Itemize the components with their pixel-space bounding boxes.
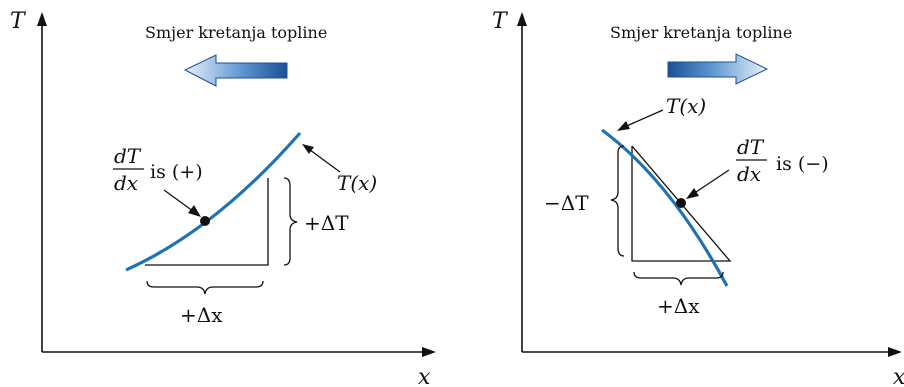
right-y-axis-arrowhead-icon: [517, 12, 527, 26]
right-slope-pointer-arrowhead-icon: [686, 188, 699, 199]
left-temperature-curve: [125, 131, 302, 272]
right-tangent-point: [676, 198, 686, 208]
left-slope-sign: is (+): [150, 161, 203, 183]
left-heading: Smjer kretanja topline: [145, 23, 327, 42]
right-curve-label: T(x): [666, 94, 706, 118]
left-slope-denominator: dx: [114, 171, 138, 195]
right-slope-numerator: dT: [737, 135, 765, 159]
left-y-axis-label: T: [10, 9, 27, 34]
left-x-axis-label: x: [418, 365, 431, 387]
right-temperature-curve: [601, 128, 729, 287]
right-y-axis-label: T: [492, 9, 509, 34]
right-x-axis-arrowhead-icon: [888, 347, 902, 357]
left-slope-triangle: [145, 178, 269, 266]
left-delta-t-label: +ΔT: [304, 211, 349, 235]
right-heading: Smjer kretanja topline: [610, 23, 792, 42]
left-y-axis-arrowhead-icon: [37, 12, 47, 26]
right-slope-sign: is (−): [776, 153, 829, 175]
left-delta-x-brace: [146, 280, 264, 295]
left-tangent-point: [200, 216, 210, 226]
right-delta-x-label: +Δx: [657, 294, 700, 318]
left-curve-pointer: [305, 146, 341, 173]
left-slope-pointer-arrowhead-icon: [188, 205, 201, 217]
left-slope-numerator: dT: [114, 144, 142, 168]
left-curve-label: T(x): [337, 171, 377, 195]
right-delta-x-brace: [633, 271, 724, 286]
right-delta-t-label: −ΔT: [544, 191, 589, 215]
right-x-axis-label: x: [893, 365, 904, 387]
right-panel: T x Smjer kretanja topline T(x) dT dx is…: [492, 9, 904, 387]
left-x-axis-arrowhead-icon: [422, 347, 436, 357]
left-curve-pointer-arrowhead-icon: [302, 144, 314, 154]
arrow-right-icon: [667, 53, 769, 85]
right-delta-t-brace: [610, 145, 625, 257]
arrow-left-icon: [183, 54, 288, 87]
right-curve-pointer: [621, 109, 664, 129]
left-delta-x-label: +Δx: [180, 303, 223, 327]
left-panel: T x Smjer kretanja topline dT dx is (+) …: [10, 9, 436, 387]
right-curve-pointer-arrowhead-icon: [617, 121, 630, 131]
right-slope-pointer: [689, 169, 730, 197]
right-slope-denominator: dx: [737, 162, 761, 186]
left-delta-t-brace: [283, 177, 298, 266]
